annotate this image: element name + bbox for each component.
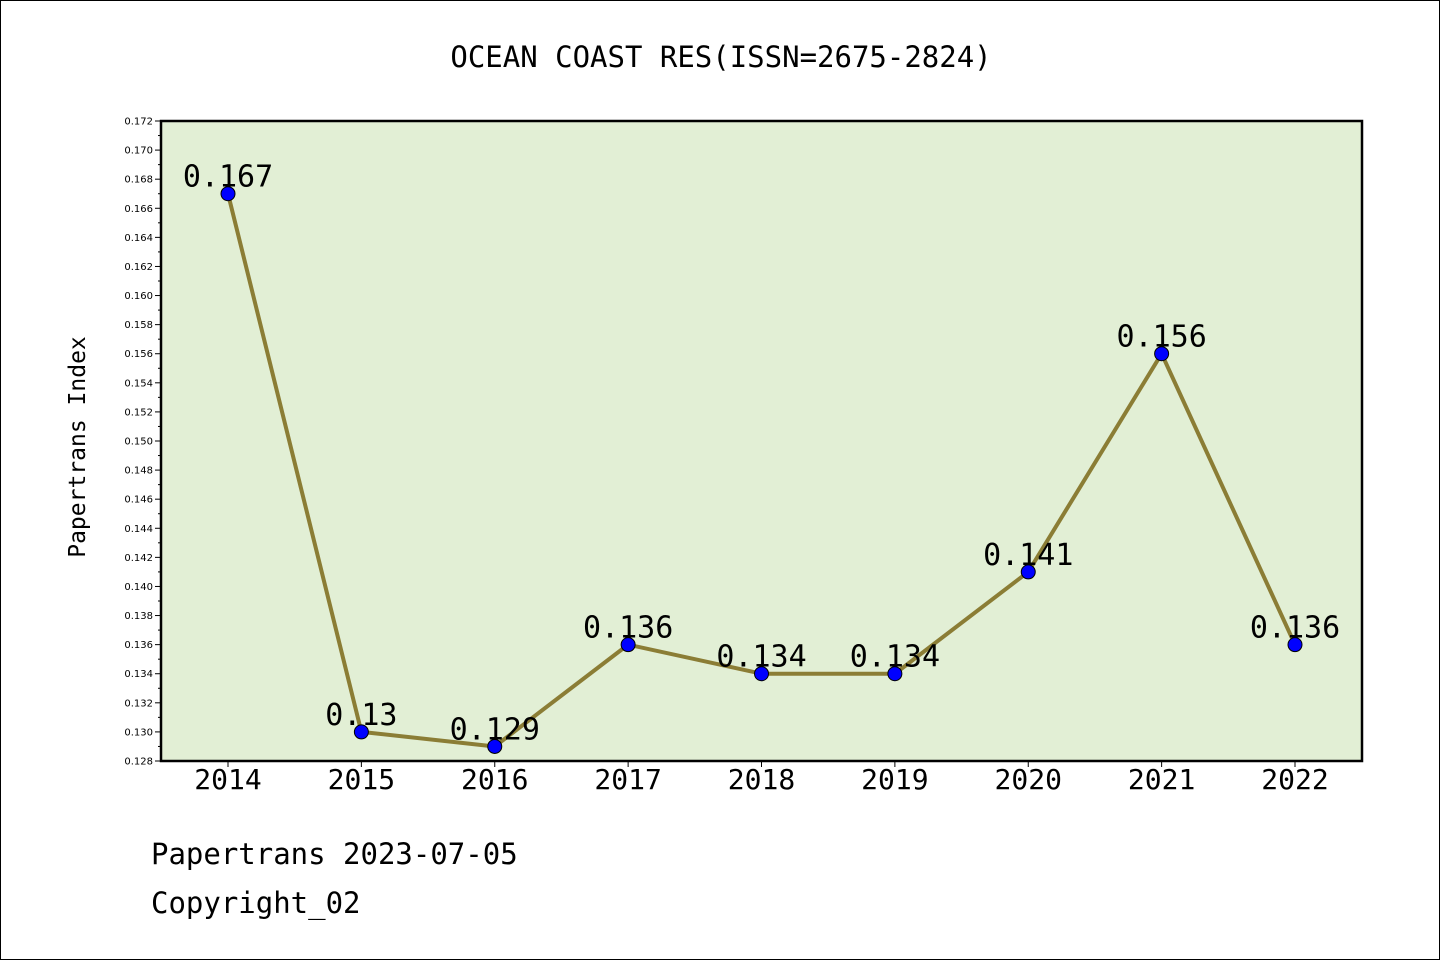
plot-background — [161, 121, 1362, 761]
y-tick-label: 0.170 — [124, 146, 153, 157]
x-tick-label: 2016 — [461, 763, 528, 796]
data-label: 0.13 — [325, 698, 397, 733]
y-tick-label: 0.150 — [124, 437, 153, 448]
y-tick-label: 0.172 — [124, 117, 153, 128]
y-tick-label: 0.158 — [124, 320, 153, 331]
data-point — [754, 666, 769, 682]
x-tick-label: 2015 — [328, 763, 395, 796]
x-tick-label: 2021 — [1128, 763, 1195, 796]
plot-border — [159, 119, 1364, 763]
x-tick-label: 2017 — [594, 763, 661, 796]
data-point — [1020, 564, 1036, 580]
data-label: 0.134 — [716, 640, 806, 675]
data-label: 0.167 — [183, 160, 273, 195]
y-tick-label: 0.154 — [124, 378, 153, 389]
plot-area: 0.128 0.130 0.132 0.134 0.136 0.138 0.140 0.142… — [124, 117, 1364, 796]
y-tick-label: 0.128 — [124, 757, 153, 768]
footer-date: Papertrans 2023-07-05 — [151, 837, 518, 871]
y-tick-label: 0.168 — [124, 175, 153, 186]
y-tick-label: 0.138 — [124, 611, 153, 622]
y-axis-label: Papertrans Index — [65, 336, 91, 558]
data-label: 0.156 — [1116, 320, 1206, 355]
x-tick-label: 2019 — [861, 763, 928, 796]
y-tick-label: 0.162 — [124, 262, 153, 273]
y-tick-label: 0.148 — [124, 466, 153, 477]
data-label: 0.129 — [450, 712, 540, 747]
footer-copyright: Copyright_02 — [151, 886, 361, 920]
chart-title: OCEAN COAST RES(ISSN=2675-2824) — [450, 40, 991, 74]
y-tick-label: 0.144 — [124, 524, 153, 535]
data-point — [220, 186, 236, 202]
x-tick-label: 2018 — [728, 763, 795, 796]
data-label: 0.141 — [983, 538, 1073, 573]
data-label: 0.136 — [583, 611, 673, 646]
y-tick-label: 0.130 — [124, 727, 153, 738]
y-tick-label: 0.156 — [124, 349, 153, 360]
y-tick-label: 0.140 — [124, 582, 153, 593]
x-tick-label: 2022 — [1261, 763, 1328, 796]
data-point — [620, 637, 636, 653]
data-point — [1287, 637, 1303, 653]
data-point — [887, 666, 903, 682]
y-tick-label: 0.152 — [124, 407, 153, 418]
data-label: 0.136 — [1250, 611, 1340, 646]
y-tick-label: 0.136 — [124, 640, 153, 651]
y-tick-label: 0.132 — [124, 698, 153, 709]
y-tick-label: 0.166 — [124, 204, 153, 215]
y-tick-label: 0.142 — [124, 553, 153, 564]
y-tick-label: 0.160 — [124, 291, 153, 302]
data-label: 0.134 — [850, 640, 940, 675]
data-point — [1154, 346, 1170, 362]
y-tick-label: 0.164 — [124, 233, 153, 244]
data-point — [487, 738, 503, 754]
y-tick-label: 0.134 — [124, 669, 153, 680]
y-tick-label: 0.146 — [124, 495, 153, 506]
data-point — [353, 724, 369, 740]
x-tick-label: 2014 — [194, 763, 261, 796]
x-tick-label: 2020 — [995, 763, 1062, 796]
